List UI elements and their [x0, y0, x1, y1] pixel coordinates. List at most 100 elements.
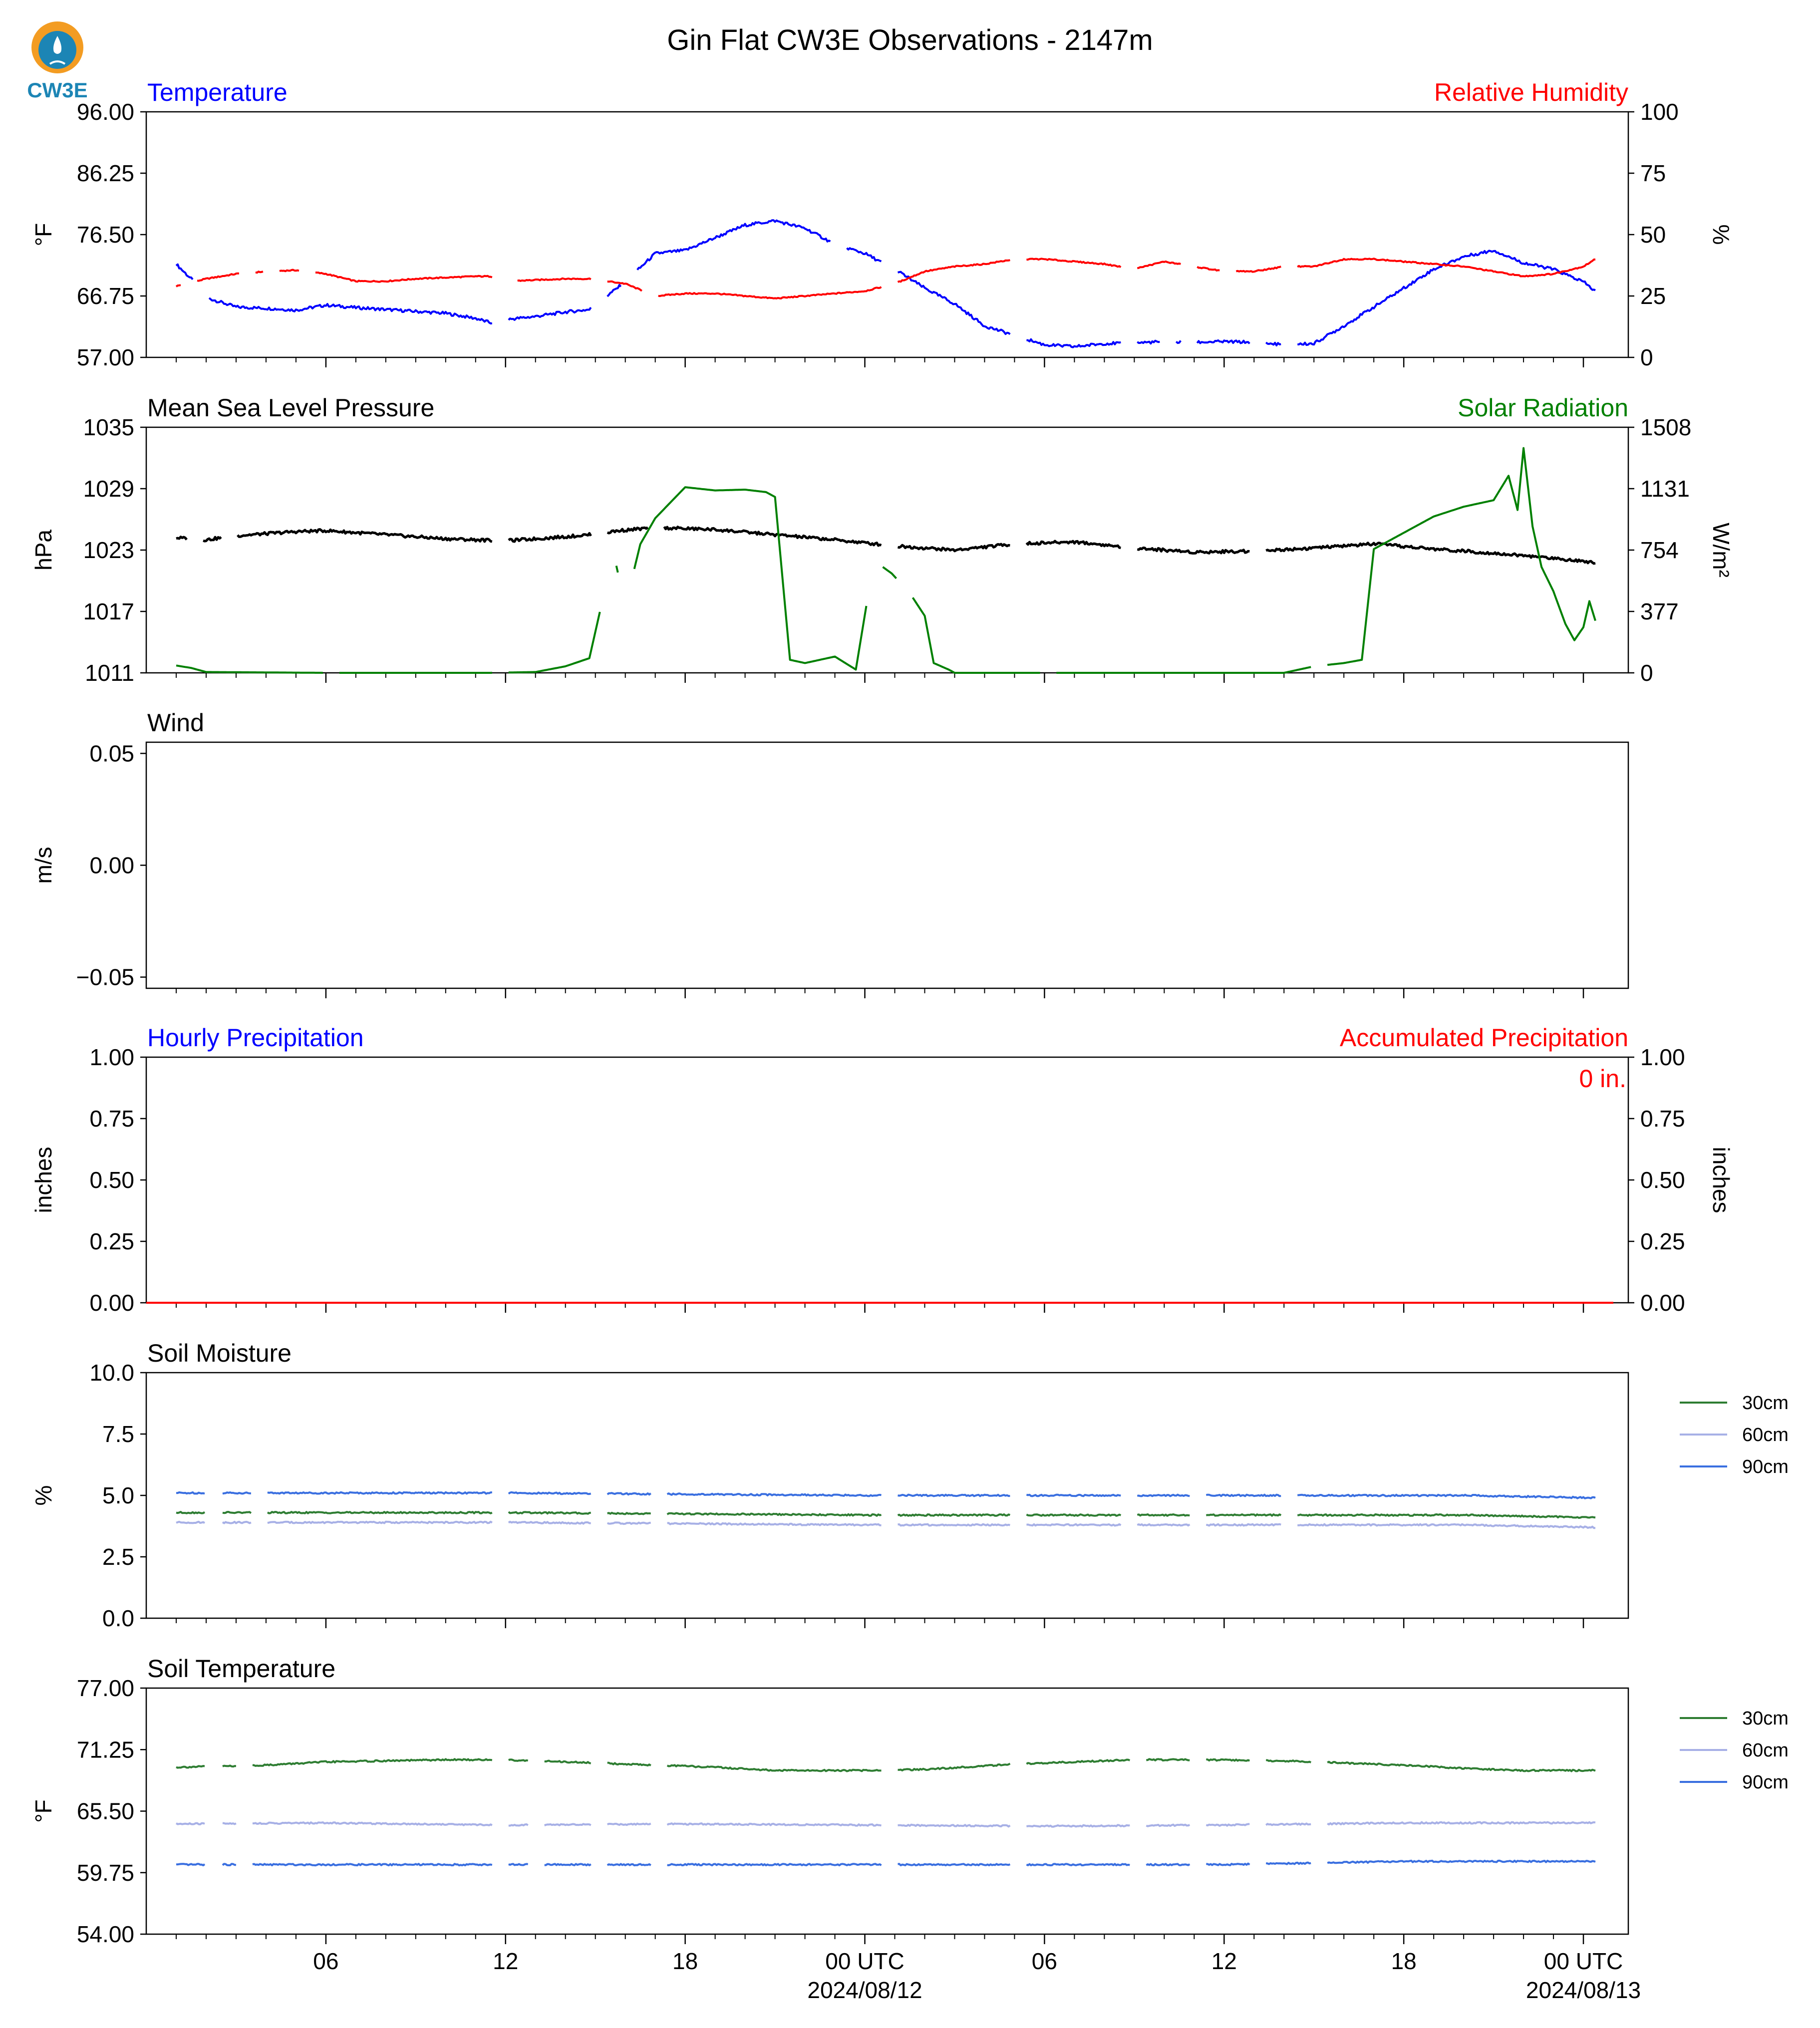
legend-label-30cm: 30cm — [1742, 1393, 1789, 1414]
y-tick-label-left: 57.00 — [77, 344, 134, 370]
y-tick-label-left: 7.5 — [102, 1421, 134, 1447]
y-tick-label-right: 1131 — [1640, 476, 1690, 502]
legend-label-60cm: 60cm — [1742, 1740, 1789, 1761]
y-tick-label-left: 65.50 — [77, 1798, 134, 1824]
x-tick-label: 18 — [672, 1948, 698, 1974]
y-tick-label-left: 0.05 — [89, 740, 134, 766]
x-tick-label: 12 — [493, 1948, 518, 1974]
y-tick-label-left: 96.00 — [77, 99, 134, 125]
y-tick-label-right: 0 — [1640, 660, 1653, 686]
panel-title-left: Temperature — [147, 78, 288, 106]
y-tick-label-left: 1035 — [83, 414, 134, 440]
panel-title-right: Accumulated Precipitation — [1340, 1024, 1628, 1052]
panel-title-left: Hourly Precipitation — [147, 1024, 364, 1052]
y-axis-label-left: hPa — [30, 530, 56, 571]
y-tick-label-left: 0.25 — [89, 1228, 134, 1254]
y-tick-label-right: 0.00 — [1640, 1290, 1685, 1316]
series-line-30cm — [176, 1511, 1596, 1519]
y-tick-label-left: 1.00 — [89, 1044, 134, 1070]
panel-soil_moisture: Soil Moisture 0.0 2.5 5.0 7.5 10.0% 30cm 60cm 90… — [30, 1339, 1789, 1631]
y-tick-label-right: 0.75 — [1640, 1106, 1685, 1132]
y-tick-label-left: 0.0 — [102, 1605, 134, 1631]
y-tick-label-right: 0 — [1640, 344, 1653, 370]
y-tick-label-left: 5.0 — [102, 1482, 134, 1508]
series-line-60cm — [176, 1520, 1595, 1529]
series-line-90cm — [176, 1859, 1596, 1867]
y-tick-label-left: 0.75 — [89, 1106, 134, 1132]
series-line-relative-humidity — [175, 258, 1596, 299]
y-tick-label-left: 0.50 — [89, 1167, 134, 1193]
y-tick-label-right: 1.00 — [1640, 1044, 1685, 1070]
y-axis-label-left: inches — [30, 1147, 56, 1213]
logo-text: CW3E — [27, 78, 87, 102]
series-line-30cm — [176, 1758, 1596, 1772]
y-tick-label-right: 100 — [1640, 99, 1679, 125]
legend-label-90cm: 90cm — [1742, 1456, 1789, 1477]
panel-title-left: Mean Sea Level Pressure — [147, 394, 434, 422]
y-axis-label-left: °F — [30, 223, 56, 247]
y-tick-label-left: 1029 — [83, 476, 134, 502]
y-tick-label-right: 0.25 — [1640, 1228, 1685, 1254]
y-tick-label-left: 54.00 — [77, 1921, 134, 1947]
y-tick-label-left: 2.5 — [102, 1544, 134, 1570]
y-tick-label-left: 1023 — [83, 537, 134, 563]
panel-title-right: Relative Humidity — [1434, 78, 1628, 106]
x-tick-date-label: 2024/08/12 — [807, 1977, 922, 2003]
y-tick-label-left: 86.25 — [77, 160, 134, 186]
series-line-90cm — [176, 1491, 1596, 1499]
x-tick-label: 12 — [1212, 1948, 1237, 1974]
panel-temperature_humidity: Temperature Relative Humidity 57.00 66.75 76… — [30, 78, 1734, 370]
panel-title-left: Wind — [147, 709, 204, 737]
series-line-temperature — [175, 219, 1596, 348]
y-tick-label-left: 10.0 — [89, 1360, 134, 1386]
x-tick-label: 18 — [1391, 1948, 1417, 1974]
y-tick-label-right: 75 — [1640, 160, 1666, 186]
y-tick-label-left: 1011 — [85, 660, 134, 686]
panel-title-left: Soil Moisture — [147, 1339, 292, 1367]
x-tick-label: 00 UTC — [1544, 1948, 1623, 1974]
y-axis-label-right: % — [1708, 225, 1734, 245]
y-tick-label-right: 25 — [1640, 283, 1666, 309]
panel-title-right: Solar Radiation — [1458, 394, 1628, 422]
figure-title: Gin Flat CW3E Observations - 2147m — [667, 24, 1153, 56]
panel-precipitation: Hourly Precipitation Accumulated Precipit… — [30, 1024, 1734, 1316]
y-axis-label-left: m/s — [30, 847, 56, 883]
series-line-solar-radiation — [176, 447, 1596, 674]
y-tick-label-right: 377 — [1640, 598, 1679, 624]
y-tick-label-right: 0.50 — [1640, 1167, 1685, 1193]
panel-title-left: Soil Temperature — [147, 1655, 335, 1683]
y-tick-label-left: 66.75 — [77, 283, 134, 309]
y-axis-label-left: °F — [30, 1799, 56, 1823]
panel-wind: Wind −0.05 0.00 0.05 m/s — [30, 709, 1629, 998]
x-tick-label: 06 — [313, 1948, 338, 1974]
y-tick-label-right: 754 — [1640, 537, 1679, 563]
y-tick-label-left: 1017 — [83, 598, 134, 624]
y-tick-label-left: 71.25 — [77, 1737, 134, 1762]
legend-label-30cm: 30cm — [1742, 1708, 1789, 1729]
legend-label-60cm: 60cm — [1742, 1425, 1789, 1446]
x-tick-date-label: 2024/08/13 — [1526, 1977, 1641, 2003]
y-tick-label-right: 1508 — [1640, 414, 1691, 440]
y-tick-label-left: 0.00 — [89, 853, 134, 878]
cw3e-logo: CW3E — [27, 21, 88, 102]
y-tick-label-left: 0.00 — [89, 1290, 134, 1316]
y-axis-label-left: % — [30, 1485, 56, 1506]
y-tick-label-right: 50 — [1640, 222, 1666, 248]
y-tick-label-left: −0.05 — [76, 964, 134, 990]
legend-label-90cm: 90cm — [1742, 1772, 1789, 1793]
y-tick-label-left: 77.00 — [77, 1675, 134, 1701]
y-tick-label-left: 76.50 — [77, 222, 134, 248]
series-line-60cm — [175, 1821, 1596, 1828]
panel-soil_temperature: Soil Temperature 54.00 59.75 65.50 71.25 77.0… — [30, 1655, 1789, 1947]
y-axis-label-right: inches — [1708, 1147, 1734, 1213]
x-tick-label: 06 — [1032, 1948, 1057, 1974]
panel-pressure_solar: Mean Sea Level Pressure Solar Radiation 10… — [30, 394, 1734, 686]
y-axis-label-right: W/m² — [1708, 523, 1734, 578]
y-tick-label-left: 59.75 — [77, 1860, 134, 1886]
x-tick-label: 00 UTC — [825, 1948, 904, 1974]
series-line-mean-sea-level-pressure — [176, 526, 1596, 565]
accumulated-total-label: 0 in. — [1579, 1065, 1626, 1093]
chart-panels: Temperature Relative Humidity 57.00 66.75 76… — [30, 78, 1789, 2003]
